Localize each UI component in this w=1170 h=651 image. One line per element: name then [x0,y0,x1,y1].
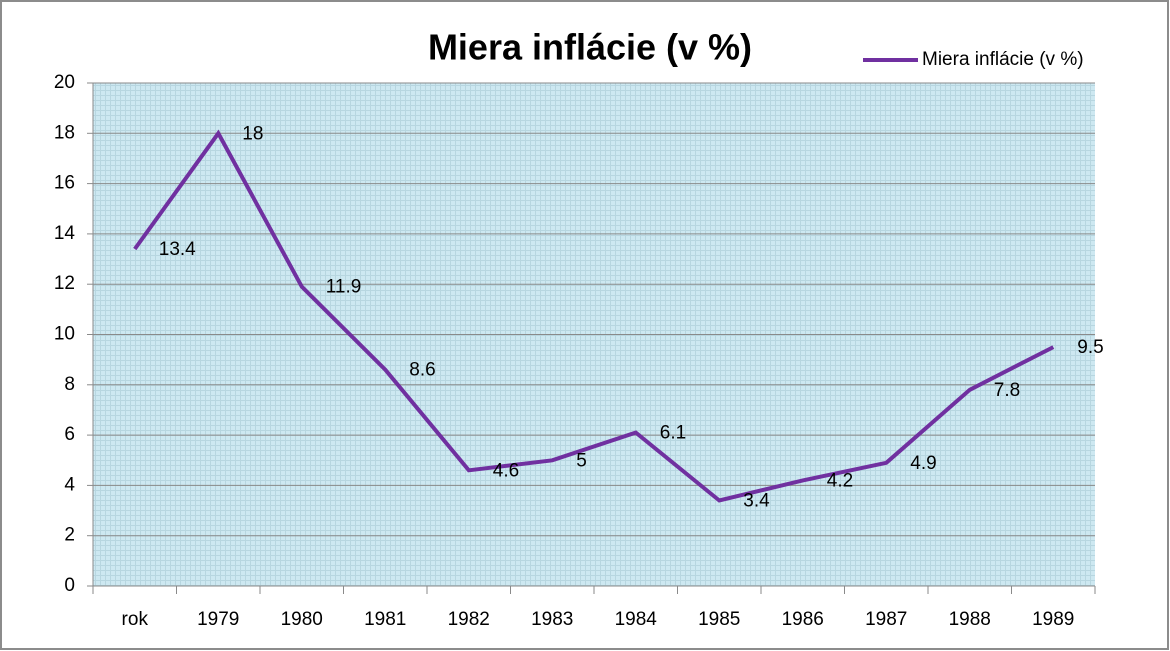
y-tick-label: 12 [54,273,75,294]
y-tick-label: 2 [64,525,75,546]
x-tick-label: 1985 [698,609,740,630]
y-tick-label: 16 [54,173,75,194]
data-label: 8.6 [409,360,435,381]
data-label: 7.8 [994,380,1020,401]
y-tick-label: 14 [54,223,76,244]
data-label: 11.9 [326,277,362,298]
x-tick-label: 1981 [364,609,406,630]
legend-label: Miera inflácie (v %) [922,49,1084,70]
x-tick-label: 1979 [197,609,239,630]
data-label: 18 [242,123,263,144]
data-line [133,129,1055,503]
data-label: 13.4 [159,239,196,260]
x-tick-label: 1988 [949,609,991,630]
y-tick-label: 8 [64,374,75,395]
x-tick-label: rok [122,609,149,630]
x-tick-label: 1982 [448,609,490,630]
data-label: 4.2 [827,470,853,491]
y-tick-label: 18 [54,122,75,143]
x-tick-label: 1983 [531,609,573,630]
x-tick-label: 1984 [615,609,658,630]
data-label: 6.1 [660,423,686,444]
y-tick-label: 6 [64,424,75,445]
y-tick-label: 4 [64,474,75,495]
x-tick-label: 1987 [865,609,907,630]
x-tick-label: 1980 [281,609,323,630]
data-label: 5 [576,450,587,471]
y-tick-label: 20 [54,72,75,93]
x-tick-label: 1986 [782,609,824,630]
data-label: 4.9 [910,453,936,474]
data-label: 9.5 [1077,337,1103,358]
data-label: 3.4 [743,491,770,512]
x-tick-label: 1989 [1032,609,1074,630]
y-tick-label: 0 [64,575,75,596]
y-tick-label: 10 [54,324,75,345]
data-label: 4.6 [493,460,519,481]
chart-title: Miera inflácie (v %) [428,27,752,68]
